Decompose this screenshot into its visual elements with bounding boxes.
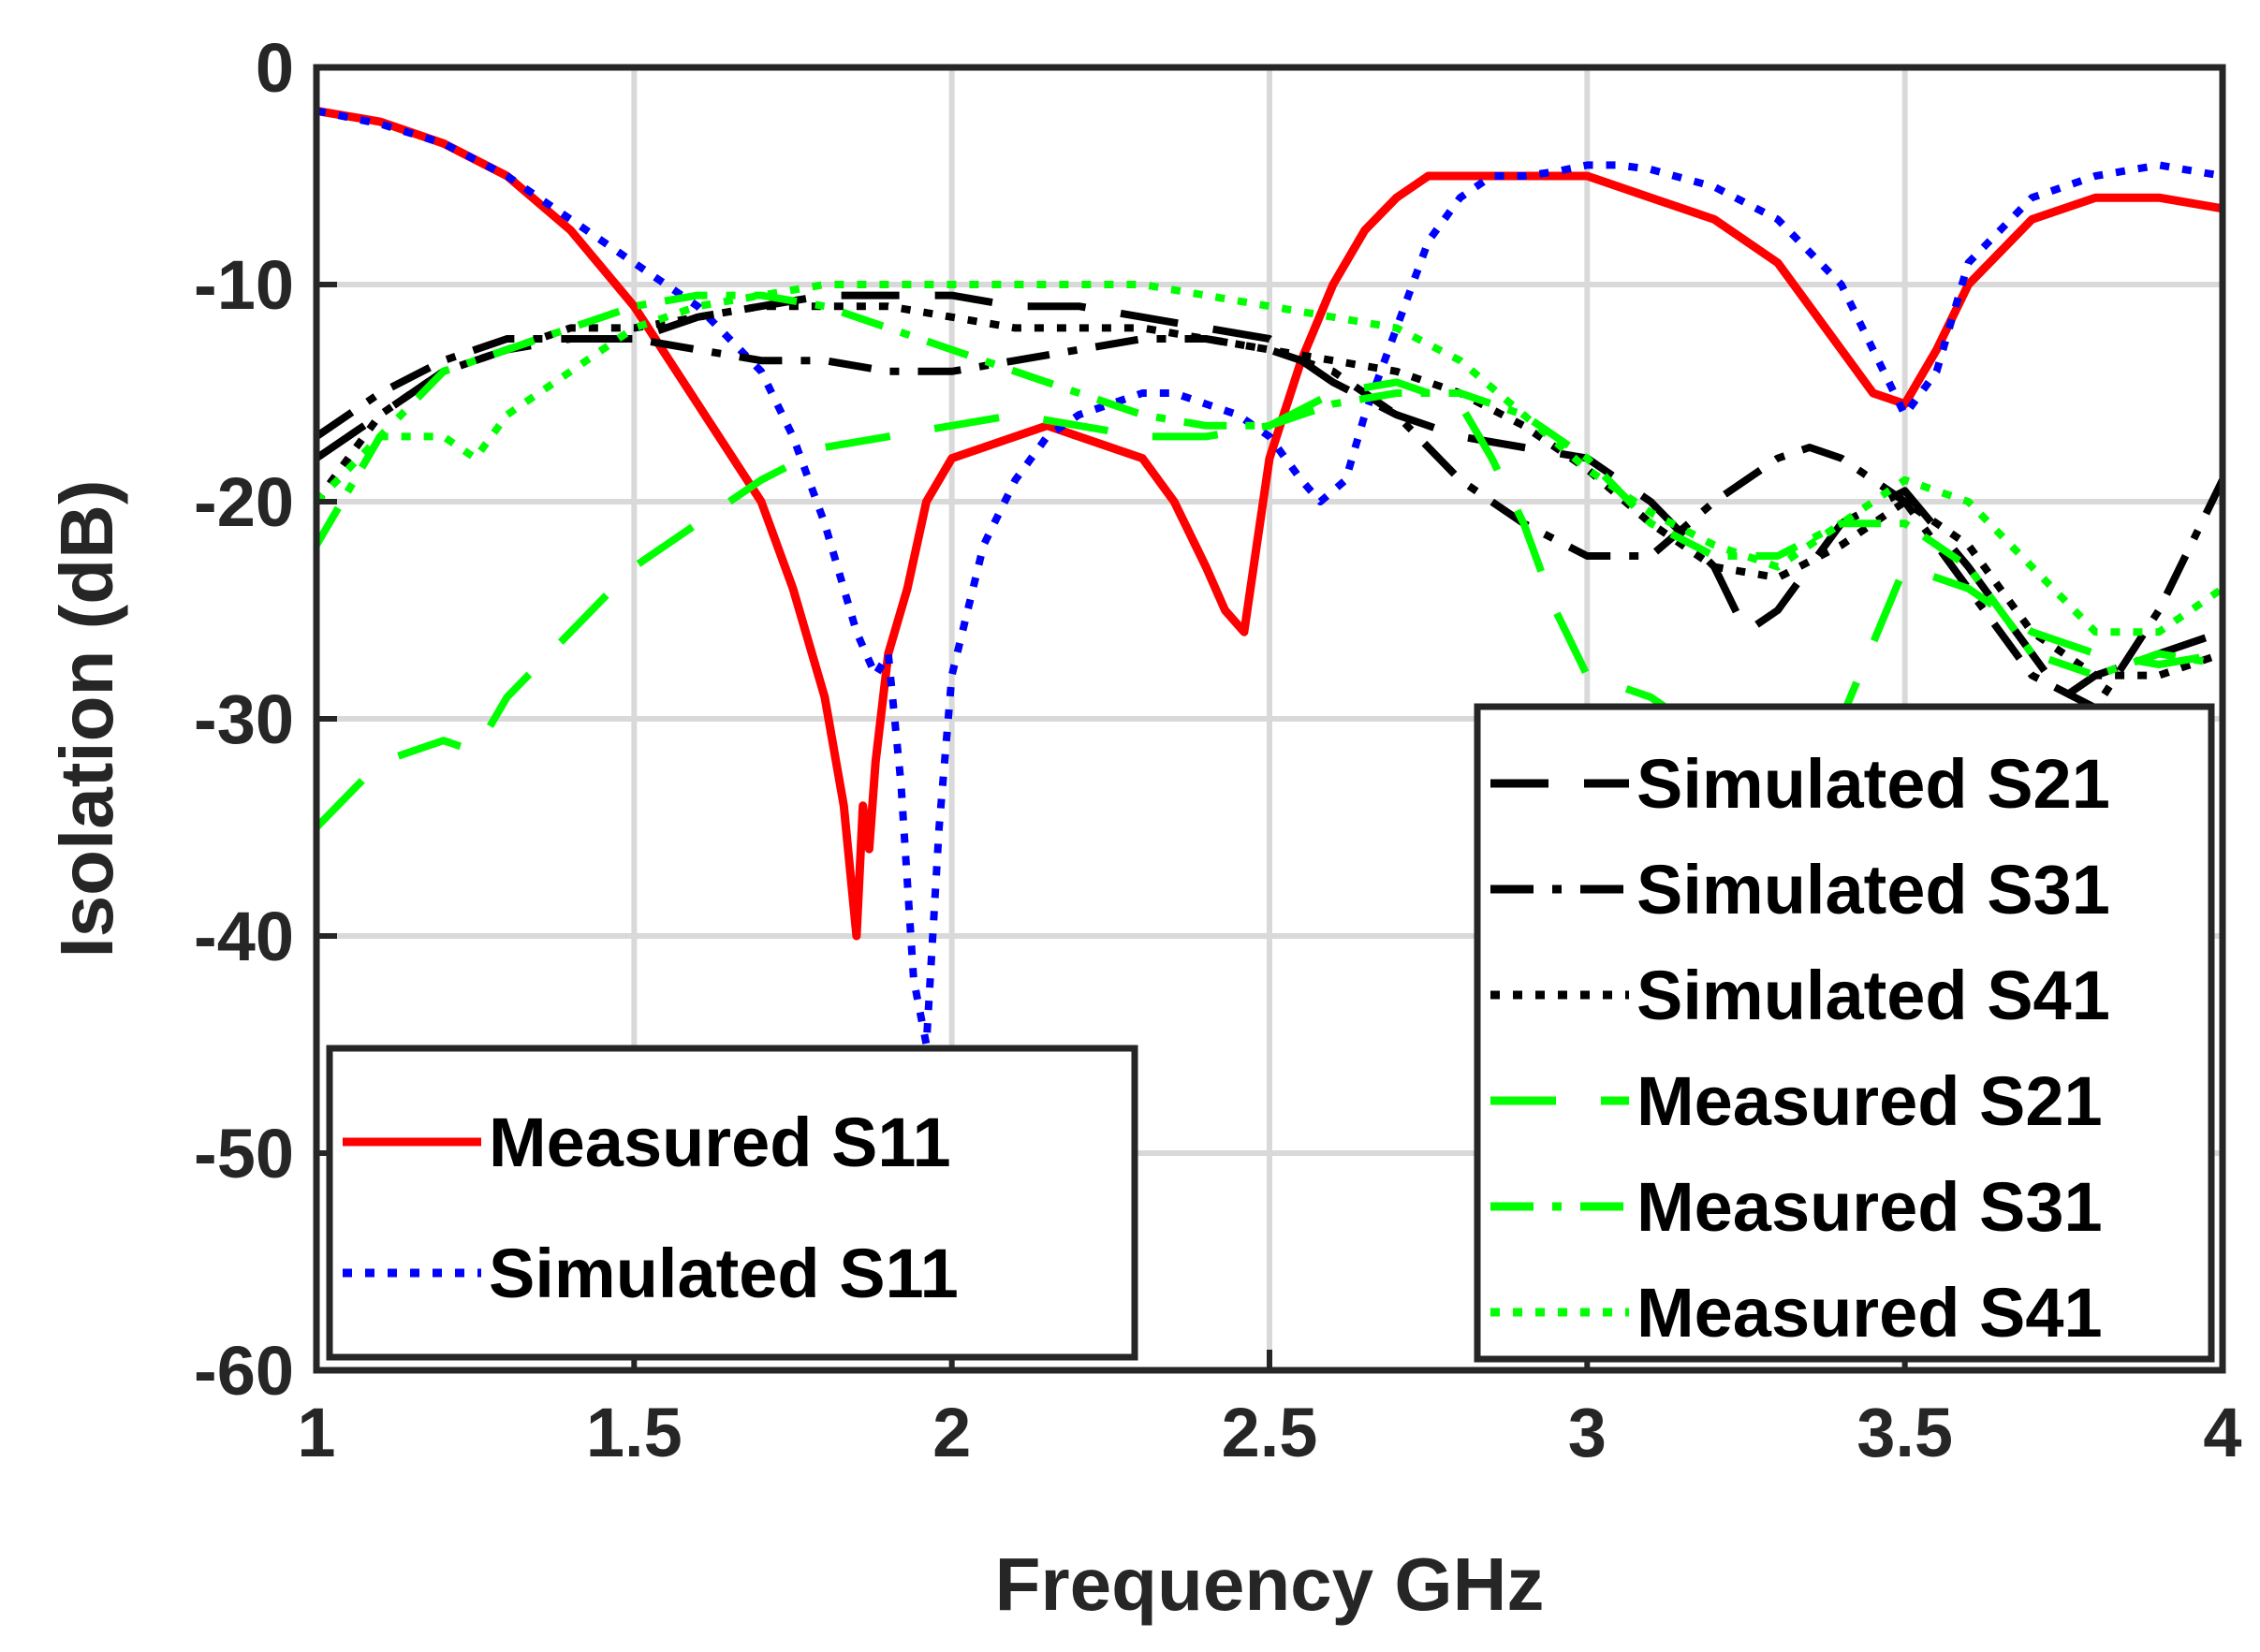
series-line-simulated-s41 (316, 302, 2223, 680)
legend-label: Measured S31 (1636, 1168, 2103, 1246)
y-tick-label: -20 (194, 463, 294, 541)
series-line-simulated-s31 (316, 335, 2223, 712)
series-line-measured-s31 (316, 291, 2223, 680)
x-tick-label: 1 (297, 1394, 335, 1471)
legend-bottom-right: Simulated S21 Simulated S31 Simulated S41 M… (1474, 703, 2215, 1363)
legend-label: Measured S21 (1636, 1062, 2103, 1140)
x-tick-label: 2.5 (1222, 1394, 1318, 1471)
legend-label: Measured S41 (1636, 1274, 2103, 1352)
series-line-measured-s21 (316, 378, 2223, 830)
x-axis-title: Frequency GHz (995, 1542, 1545, 1626)
series-line-measured-s41 (316, 281, 2223, 636)
legend-label: Simulated S31 (1636, 851, 2110, 928)
x-tick-label: 1.5 (586, 1394, 682, 1471)
data-series (316, 106, 2223, 1048)
series-line-simulated-s21 (316, 291, 2223, 701)
y-tick-label: -50 (194, 1115, 294, 1192)
y-tick-label: -30 (194, 680, 294, 758)
legend-label: Measured S11 (489, 1104, 951, 1181)
legend-box (1474, 703, 2215, 1363)
legend-label: Simulated S41 (1636, 957, 2110, 1034)
series-line-measured-s11 (316, 106, 2223, 941)
y-tick-label: 0 (256, 29, 294, 107)
y-tick-label: -40 (194, 898, 294, 975)
x-tick-label: 2 (932, 1394, 971, 1471)
y-axis-title: Isolation (dB) (45, 479, 128, 958)
legend-box (326, 1045, 1138, 1361)
x-tick-label: 4 (2203, 1394, 2241, 1471)
legend-label: Simulated S11 (489, 1235, 959, 1312)
legend-bottom-left: Measured S11 Simulated S11 (326, 1045, 1138, 1361)
y-tick-label: -60 (194, 1332, 294, 1410)
series-line-simulated-s11 (316, 107, 2223, 1048)
x-tick-label: 3.5 (1856, 1394, 1953, 1471)
legend-label: Simulated S21 (1636, 745, 2110, 823)
x-tick-label: 3 (1568, 1394, 1607, 1471)
axis-ticks: 1 1.5 2 2.5 3 3.5 4 0 -10 -20 -30 -40 -50 -60 (194, 29, 2242, 1471)
y-tick-label: -10 (194, 246, 294, 324)
